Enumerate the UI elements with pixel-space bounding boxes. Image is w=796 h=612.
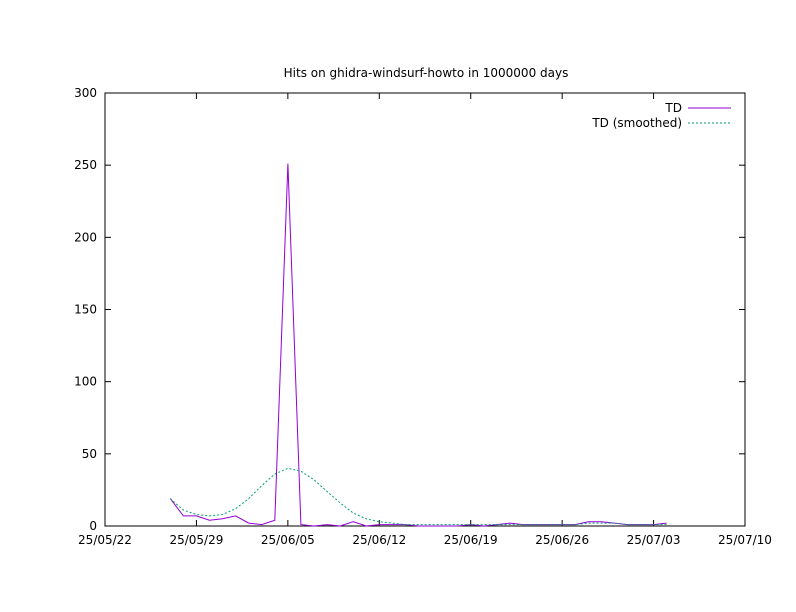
y-tick-label: 150 bbox=[74, 303, 97, 317]
y-tick-label: 200 bbox=[74, 230, 97, 244]
legend-label: TD (smoothed) bbox=[591, 116, 682, 130]
x-tick-label: 25/06/12 bbox=[352, 533, 406, 547]
x-tick-label: 25/05/22 bbox=[78, 533, 132, 547]
plot-frame bbox=[104, 92, 746, 527]
x-tick-label: 25/05/29 bbox=[169, 533, 223, 547]
x-axis: 25/05/22 25/05/29 25/06/05 25/06/12 25/06/19… bbox=[78, 93, 772, 547]
x-tick-label: 25/07/03 bbox=[627, 533, 681, 547]
x-tick-label: 25/07/10 bbox=[718, 533, 772, 547]
chart-title: Hits on ghidra-windsurf-howto in 1000000… bbox=[284, 66, 569, 80]
legend-label: TD bbox=[664, 101, 682, 115]
y-tick-label: 250 bbox=[74, 158, 97, 172]
series-layer bbox=[169, 163, 667, 527]
y-tick-label: 50 bbox=[82, 447, 97, 461]
y-tick-label: 300 bbox=[74, 86, 97, 100]
x-tick-label: 25/06/05 bbox=[261, 533, 315, 547]
series-td-smoothed-line bbox=[169, 467, 667, 526]
series-td-line bbox=[169, 163, 667, 527]
y-axis: 0 50 100 150 200 250 300 bbox=[74, 86, 745, 533]
y-tick-label: 0 bbox=[89, 519, 97, 533]
x-tick-label: 25/06/26 bbox=[535, 533, 589, 547]
y-tick-label: 100 bbox=[74, 375, 97, 389]
x-tick-label: 25/06/19 bbox=[444, 533, 498, 547]
